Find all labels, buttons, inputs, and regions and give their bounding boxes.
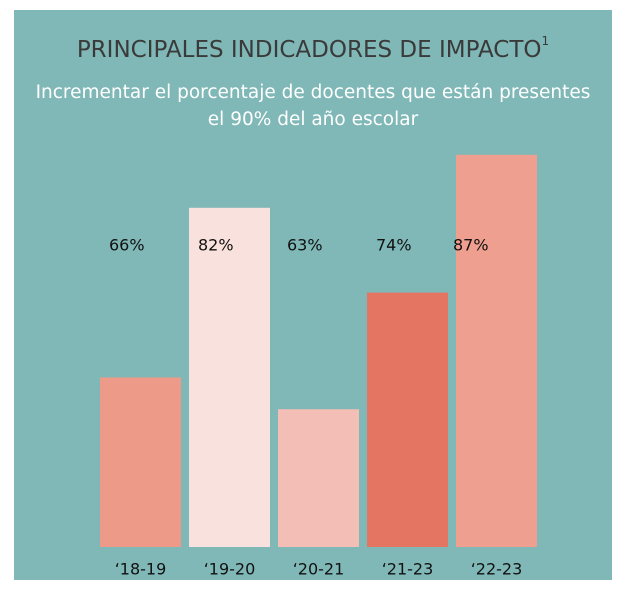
value-label: 74% [376, 236, 412, 255]
title-superscript: 1 [542, 34, 550, 48]
chart-title: PRINCIPALES INDICADORES DE IMPACTO [77, 37, 542, 63]
value-label: 63% [287, 236, 323, 255]
bar [189, 207, 270, 548]
bar [456, 154, 537, 548]
x-tick-label: ‘18-19 [115, 560, 167, 579]
x-tick-label: ‘21-23 [382, 560, 434, 579]
bar [100, 377, 181, 547]
x-tick-label: ‘20-21 [293, 560, 345, 579]
value-label: 82% [198, 236, 234, 255]
chart-title-group: PRINCIPALES INDICADORES DE IMPACTO1 [77, 34, 549, 63]
value-label: 87% [453, 236, 489, 255]
bar [367, 292, 448, 547]
subtitle: Incrementar el porcentaje de docentes qu… [36, 82, 591, 103]
bar [278, 409, 359, 547]
subtitle: el 90% del año escolar [208, 109, 419, 130]
x-tick-label: ‘22-23 [471, 560, 523, 579]
x-tick-label: ‘19-20 [204, 560, 256, 579]
value-label: 66% [109, 236, 145, 255]
